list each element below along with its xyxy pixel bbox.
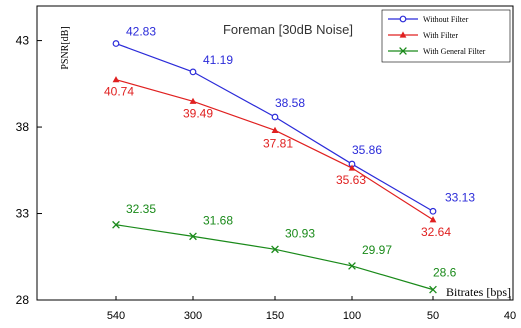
x-tick-label: 540 [107, 310, 125, 322]
data-point-marker [189, 68, 197, 76]
data-point-marker [112, 220, 120, 229]
x-axis-label: Bitrates [bps] [446, 285, 511, 299]
series-layer: 42.83 41.19 38.58 35.86 33.13 40.74 39.49 37.81… [104, 25, 475, 294]
y-axis-label: PSNR[dB] [60, 26, 71, 69]
data-point-marker [112, 76, 120, 83]
y-tick-label: 28 [16, 293, 30, 307]
x-tick-label: 100 [343, 310, 361, 322]
data-point-marker [429, 285, 437, 294]
data-label: 31.68 [203, 213, 233, 227]
data-label: 32.35 [126, 202, 156, 216]
data-point-marker [348, 262, 356, 270]
data-point-marker [271, 126, 279, 133]
legend-entry-label: With General Filter [423, 47, 486, 56]
x-tick-label: 300 [184, 310, 202, 322]
data-label: 33.13 [445, 190, 475, 204]
data-point-marker [399, 31, 407, 38]
series-with-filter: 40.74 39.49 37.81 35.63 32.64 [104, 76, 451, 239]
data-point-marker [429, 207, 437, 215]
legend-items: Without Filter With Filter With General Fi… [388, 15, 486, 56]
data-label: 32.64 [421, 225, 451, 239]
data-label: 35.63 [336, 173, 366, 187]
axis-ticks: 28 33 38 43 540 300 150 100 50 40 [16, 34, 516, 322]
y-tick-label: 33 [16, 207, 30, 221]
series-with-general-filter: 32.35 31.68 30.93 29.97 28.6 [112, 202, 457, 294]
data-point-marker [189, 232, 197, 241]
y-tick-label: 43 [16, 34, 30, 48]
data-label: 38.58 [275, 96, 305, 110]
data-label: 28.6 [433, 266, 457, 280]
data-point-marker [112, 40, 120, 47]
data-label: 30.93 [285, 226, 315, 240]
data-point-marker [271, 113, 279, 121]
data-label: 39.49 [183, 106, 213, 120]
data-label: 37.81 [263, 136, 293, 150]
data-label: 29.97 [362, 243, 392, 257]
data-label: 42.83 [126, 25, 156, 39]
data-point-marker [189, 97, 197, 104]
data-label: 35.86 [352, 143, 382, 157]
x-tick-label: 50 [427, 310, 439, 322]
data-label: 41.19 [203, 53, 233, 67]
y-tick-label: 38 [16, 120, 30, 134]
data-point-marker [399, 47, 407, 55]
data-point-marker [399, 15, 407, 23]
series-line [115, 224, 434, 291]
data-point-marker [271, 245, 279, 254]
data-point-marker [429, 216, 437, 223]
x-tick-label: 40 [504, 310, 516, 322]
data-label: 40.74 [104, 85, 134, 99]
legend: Without Filter With Filter With General Fi… [381, 9, 511, 63]
data-point-marker [348, 164, 356, 171]
legend-entry-label: With Filter [423, 31, 458, 40]
legend-entry-label: Without Filter [423, 15, 469, 24]
chart-title: Foreman [30dB Noise] [223, 22, 353, 37]
series-without-filter: 42.83 41.19 38.58 35.86 33.13 [112, 25, 475, 215]
series-line [115, 42, 434, 212]
x-tick-label: 150 [266, 310, 284, 322]
